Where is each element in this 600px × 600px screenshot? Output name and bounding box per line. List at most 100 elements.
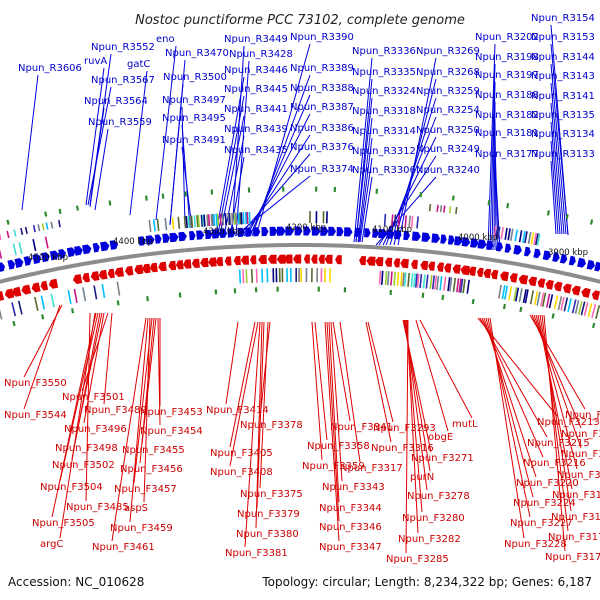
forward-gene-arrow [504, 243, 512, 253]
reverse-gene-label: Npun_F3381 [225, 548, 288, 559]
reverse-gene-leader [543, 314, 566, 552]
reverse-cog-mark [93, 285, 98, 300]
forward-gene-label: gatC [127, 59, 150, 70]
forward-cog-mark [493, 225, 497, 239]
forward-gene-leader [234, 175, 311, 237]
forward-gray-mark [32, 225, 36, 233]
forward-gene-label: ruvA [84, 56, 107, 67]
genome-backbone [0, 242, 600, 284]
reverse-gene-arrow [240, 255, 249, 265]
reverse-gene-arrow [491, 269, 499, 280]
reverse-gene-arrow [428, 261, 436, 271]
kbp-tick-label: 4300 kbp [203, 227, 243, 237]
reverse-gene-leader [419, 319, 473, 419]
reverse-gene-arrow [554, 281, 563, 292]
forward-gene-label: Npun_R3435 [224, 145, 288, 156]
forward-gene-label: Npun_R3428 [229, 49, 293, 60]
forward-cog-mark [239, 212, 242, 225]
reverse-cog-mark [422, 274, 426, 289]
forward-gene-label: Npun_R3335 [352, 67, 416, 78]
forward-gray-mark [50, 221, 54, 229]
reverse-gene-leader [256, 321, 265, 509]
reverse-cog-mark [425, 274, 429, 289]
forward-gene-leader [235, 60, 250, 237]
forward-gene-label: Npun_R3249 [416, 144, 480, 155]
reverse-gene-arrow [318, 254, 325, 264]
reverse-cog-mark [553, 295, 559, 310]
reverse-cog-mark [583, 302, 589, 317]
reverse-gene-label: purN [410, 472, 434, 483]
reverse-cog-mark [567, 298, 572, 313]
forward-gene-arrow [32, 254, 42, 264]
forward-gene-label: Npun_R3552 [91, 42, 155, 53]
reverse-cog-mark [0, 309, 3, 320]
forward-gene-arrow [0, 262, 5, 272]
forward-gene-leader [550, 102, 563, 235]
reverse-cog-mark [540, 292, 545, 307]
reverse-gene-label: Npun_F3271 [411, 453, 474, 464]
forward-cog-mark [0, 249, 3, 259]
reverse-gene-leader [244, 321, 261, 548]
reverse-gene-leader [489, 317, 525, 539]
reverse-cog-mark [116, 281, 121, 296]
forward-gene-label: Npun_R3376 [290, 142, 354, 153]
reverse-gene-label: Npun_F3359 [302, 461, 365, 472]
reverse-gene-leader [23, 304, 61, 410]
forward-gene-arrow [196, 230, 205, 240]
reverse-gene-label: Npun_F3459 [110, 523, 173, 534]
forward-gray-mark [58, 220, 61, 228]
forward-cog-mark [242, 212, 245, 225]
reverse-cog-mark [410, 273, 414, 288]
kbp-tick-label: 4400 kbp [113, 237, 153, 247]
reverse-gene-label: Npun_F3293 [373, 423, 436, 434]
forward-gray-mark [13, 229, 17, 237]
forward-cog-mark [207, 214, 211, 227]
reverse-gene-leader [330, 321, 343, 482]
forward-gene-arrow [66, 247, 76, 257]
forward-gene-label: Npun_R3197 [475, 70, 539, 81]
reverse-cog-mark [449, 277, 453, 292]
forward-gene-arrow [386, 229, 395, 239]
forward-gray-mark [455, 206, 458, 215]
forward-cog-mark [410, 215, 414, 228]
reverse-gene-arrow [293, 254, 302, 264]
forward-gene-label: Npun_R3491 [162, 135, 226, 146]
forward-gene-leader [550, 82, 565, 235]
forward-gene-leader [89, 107, 105, 208]
reverse-gene-label: Npun_F3213 [537, 417, 600, 428]
forward-gene-leader [87, 86, 112, 206]
reverse-gene-arrow [82, 272, 91, 283]
forward-gene-arrow [74, 245, 83, 256]
forward-cog-mark [246, 212, 249, 225]
reverse-gene-arrow [366, 256, 376, 266]
reverse-cog-mark [403, 272, 407, 287]
reverse-gene-label: Npun_F3171 [561, 449, 600, 460]
forward-gene-leader [397, 57, 437, 246]
forward-gene-label: Npun_R3500 [163, 72, 227, 83]
reverse-gene-label: obgE [428, 432, 453, 443]
reverse-gene-arrow [311, 254, 318, 264]
reverse-cog-mark [40, 295, 46, 310]
forward-gene-arrow [411, 231, 421, 241]
forward-gene-arrow [169, 232, 179, 243]
forward-gene-leader [85, 67, 105, 206]
forward-cog-mark [185, 216, 188, 229]
forward-cog-mark [237, 212, 240, 225]
reverse-cog-mark [381, 270, 384, 285]
reverse-gene-label: Npun_F3501 [62, 392, 125, 403]
forward-cog-mark [200, 214, 204, 227]
reverse-gene-leader [225, 321, 239, 405]
kbp-ticks: 4500 kbp 4400 kbp 4300 kbp 4200 kbp 4100 kbp… [28, 223, 588, 263]
reverse-gene-arrow [98, 269, 108, 280]
forward-gene-arrow [311, 226, 321, 236]
reverse-cog-mark [508, 286, 513, 301]
forward-cog-mark [245, 212, 248, 225]
reverse-gene-arrow [477, 267, 484, 278]
reverse-cog-mark [518, 288, 523, 303]
forward-gene-arrow [559, 253, 568, 264]
reverse-gene-arrow [72, 274, 83, 284]
forward-gene-arrow [461, 237, 471, 247]
reverse-gene-label: Npun_F3169 [565, 410, 600, 421]
